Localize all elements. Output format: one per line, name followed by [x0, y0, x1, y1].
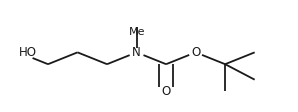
Text: O: O [162, 85, 171, 98]
Text: O: O [191, 46, 200, 59]
Text: N: N [132, 46, 141, 59]
Text: Me: Me [129, 27, 145, 37]
Text: HO: HO [18, 46, 36, 59]
